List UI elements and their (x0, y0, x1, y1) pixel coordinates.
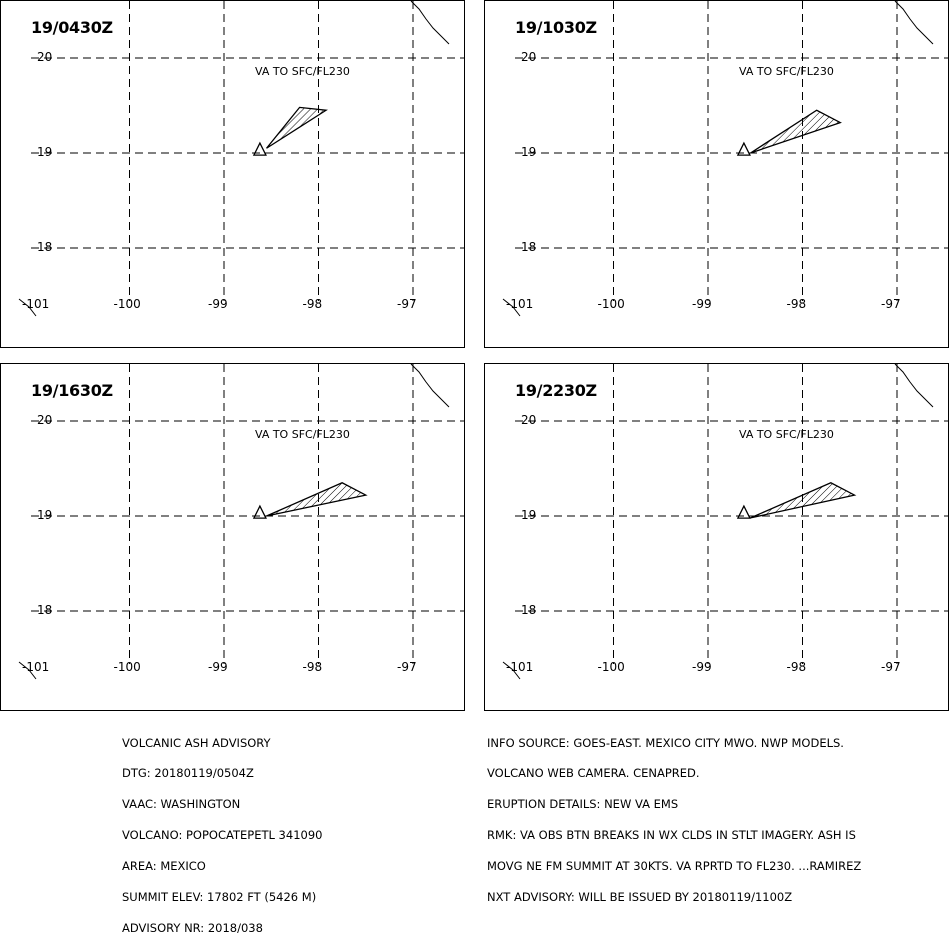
advisory-line: MOVG NE FM SUMMIT AT 30KTS. VA RPRTD TO … (487, 859, 862, 874)
advisory-line: ERUPTION DETAILS: NEW VA EMS (487, 797, 679, 812)
advisory-line: NXT ADVISORY: WILL BE ISSUED BY 20180119… (487, 890, 793, 905)
longitude-label: -101 (506, 297, 534, 311)
advisory-line: AREA: MEXICO (122, 859, 206, 874)
map-canvas (18, 364, 464, 680)
valid-time-label: 19/0430Z (31, 18, 113, 37)
valid-time-label: 19/1030Z (515, 18, 597, 37)
longitude-label: -101 (506, 660, 534, 674)
ash-level-label: VA TO SFC/FL230 (739, 65, 834, 78)
longitude-label: -99 (208, 297, 228, 311)
advisory-line: RMK: VA OBS BTN BREAKS IN WX CLDS IN STL… (487, 828, 856, 843)
map-panel: 19/1630Z VA TO SFC/FL230 20 19 18 -101 -100 -99… (0, 363, 465, 711)
advisory-line: VAAC: WASHINGTON (122, 797, 241, 812)
coastline (894, 364, 934, 408)
map-canvas (502, 1, 948, 317)
volcano-icon (736, 504, 751, 519)
map-panel: 19/1030Z VA TO SFC/FL230 20 19 18 -101 -100 -99… (484, 0, 949, 348)
map-panel: 19/2230Z VA TO SFC/FL230 20 19 18 -101 -100 -99… (484, 363, 949, 711)
ash-level-label: VA TO SFC/FL230 (739, 428, 834, 441)
coastline (894, 1, 934, 45)
longitude-label: -98 (302, 297, 323, 311)
longitude-label: -99 (692, 660, 712, 674)
latitude-label: 19 (37, 508, 53, 522)
latitude-label: 18 (521, 603, 537, 617)
map-canvas (502, 364, 948, 680)
latitude-label: 20 (37, 50, 53, 64)
latitude-label: 20 (521, 50, 537, 64)
longitude-label: -100 (113, 660, 141, 674)
advisory-line: ADVISORY NR: 2018/038 (122, 920, 263, 935)
coastline (18, 661, 37, 680)
latitude-label: 18 (521, 240, 537, 254)
latitude-label: 19 (37, 145, 53, 159)
longitude-label: -98 (302, 660, 323, 674)
ash-cloud-polygon (750, 482, 857, 519)
longitude-label: -100 (597, 297, 625, 311)
latitude-label: 18 (37, 603, 53, 617)
coastline (502, 661, 521, 680)
volcano-icon (252, 504, 267, 519)
longitude-label: -97 (881, 297, 901, 311)
latitude-label: 18 (37, 240, 53, 254)
advisory-line: VOLCANO WEB CAMERA. CENAPRED. (487, 766, 700, 781)
longitude-label: -99 (692, 297, 712, 311)
valid-time-label: 19/2230Z (515, 381, 597, 400)
latitude-label: 20 (521, 413, 537, 427)
valid-time-label: 19/1630Z (31, 381, 113, 400)
advisory-line: VOLCANO: POPOCATEPETL 341090 (122, 828, 323, 843)
map-canvas (18, 1, 464, 317)
advisory-line: INFO SOURCE: GOES-EAST. MEXICO CITY MWO.… (487, 735, 844, 750)
ash-cloud-polygon (266, 106, 328, 149)
longitude-label: -97 (397, 297, 417, 311)
coastline (410, 364, 450, 408)
longitude-label: -97 (881, 660, 901, 674)
volcano-icon (736, 141, 751, 156)
longitude-label: -99 (208, 660, 228, 674)
coastline (410, 1, 450, 45)
latitude-label: 20 (37, 413, 53, 427)
advisory-header-left: VOLCANIC ASH ADVISORY DTG: 20180119/0504… (122, 717, 322, 944)
advisory-line: DTG: 20180119/0504Z (122, 766, 254, 781)
volcano-icon (252, 141, 267, 156)
longitude-label: -101 (22, 297, 50, 311)
longitude-label: -101 (22, 660, 50, 674)
coastline (502, 298, 521, 317)
latitude-label: 19 (521, 145, 537, 159)
advisory-line: VOLCANIC ASH ADVISORY (122, 735, 271, 750)
map-panel: 19/0430Z VA TO SFC/FL230 20 19 18 -101 -100 -99… (0, 0, 465, 348)
longitude-label: -97 (397, 660, 417, 674)
longitude-label: -98 (786, 660, 807, 674)
longitude-label: -100 (597, 660, 625, 674)
ash-level-label: VA TO SFC/FL230 (255, 65, 350, 78)
coastline (18, 298, 37, 317)
ash-level-label: VA TO SFC/FL230 (255, 428, 350, 441)
advisory-line: SUMMIT ELEV: 17802 FT (5426 M) (122, 890, 317, 905)
advisory-details-right: INFO SOURCE: GOES-EAST. MEXICO CITY MWO.… (487, 717, 861, 913)
ash-cloud-polygon (266, 482, 368, 517)
longitude-label: -98 (786, 297, 807, 311)
ash-cloud-polygon (750, 109, 842, 154)
longitude-label: -100 (113, 297, 141, 311)
latitude-label: 19 (521, 508, 537, 522)
